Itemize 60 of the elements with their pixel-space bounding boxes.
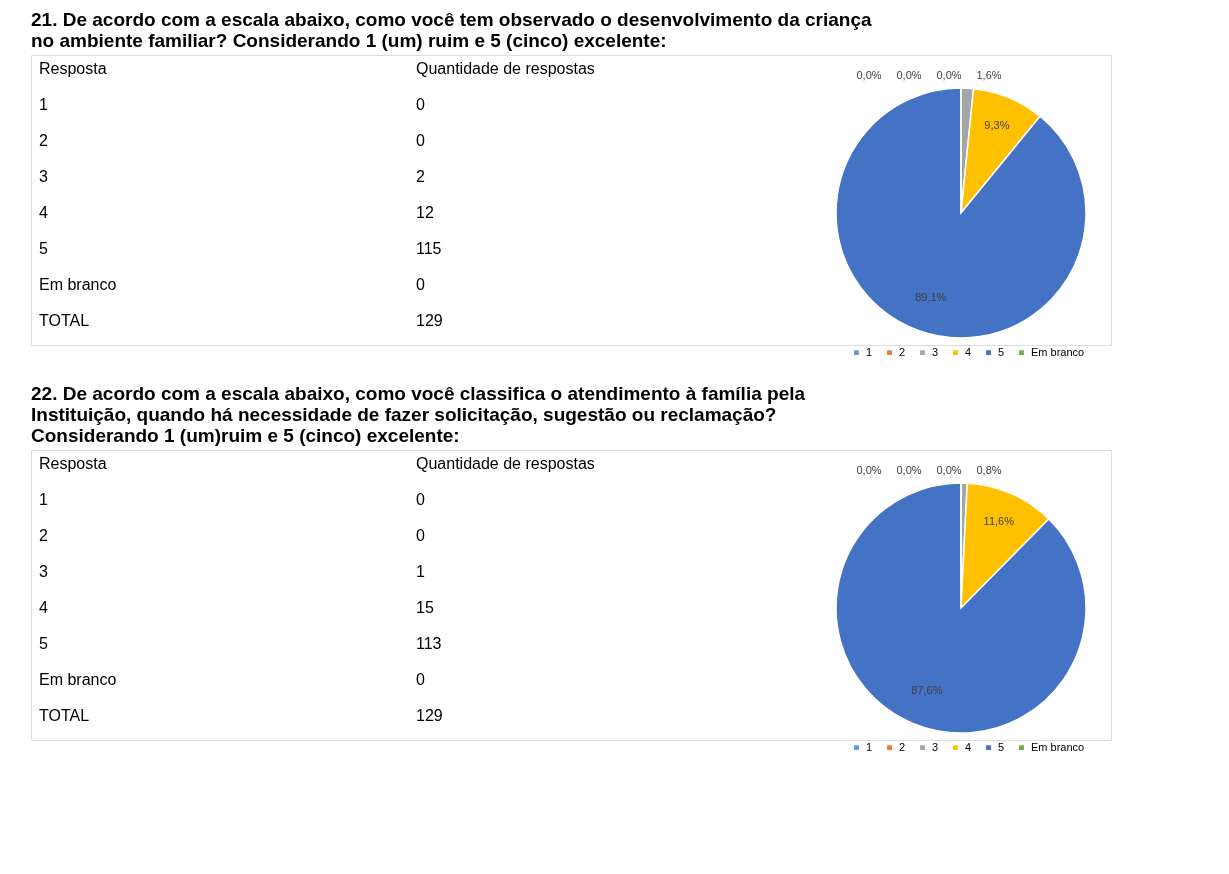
legend-label: 5 [998, 345, 1005, 358]
legend-label: 3 [932, 740, 939, 753]
legend-label: Em branco [1031, 740, 1085, 753]
text: 22. De acordo com a escala abaixo, como você classifica o atendimento à família pela Instituição, quando há necessidade de fazer solicitação, sugestão ou reclamação? Considerando 1 (um)ruim e 5 (cinco) excelente: [31, 383, 806, 446]
text: 12 [416, 204, 434, 221]
pie-slice [835, 87, 1087, 339]
text: TOTAL [39, 707, 90, 724]
pie-slice [835, 482, 1087, 734]
text: 21. De acordo com a escala abaixo, como você tem observado o desenvolvimento da criança no ambiente familiar? Considerando 1 (um) ruim e 5 (cinco) excelente: [31, 9, 872, 51]
text: 0,0% [856, 464, 882, 476]
data-label: 11,6% [983, 515, 1015, 528]
text: 0 [416, 132, 425, 149]
text: 0 [416, 671, 425, 688]
data-label: 87,6% [911, 684, 943, 697]
legend-label: 4 [965, 345, 972, 358]
category-label: 1 [39, 96, 48, 113]
text: Resposta [39, 455, 107, 472]
text: 0 [416, 527, 425, 544]
category-label: 4 [39, 204, 48, 221]
category-label: 2 [39, 527, 48, 544]
text: TOTAL [39, 312, 90, 329]
category-label: Em branco [39, 276, 117, 293]
text: 1 [416, 563, 425, 580]
legend-label: 1 [866, 345, 873, 358]
text: 1 [39, 491, 48, 508]
text: Resposta [39, 60, 107, 77]
text: 15 [416, 599, 434, 616]
text: 0,0% [856, 69, 882, 81]
category-label: 3 [39, 168, 48, 185]
category-label: Em branco [39, 671, 117, 688]
text: 115 [416, 240, 442, 257]
text: 0 [416, 96, 425, 113]
text: 113 [416, 635, 442, 652]
text: 2 [416, 168, 425, 185]
text: Quantidade de respostas [416, 60, 595, 77]
category-label: 3 [39, 563, 48, 580]
text: 0 [416, 491, 425, 508]
legend-label: 2 [899, 740, 906, 753]
category-label: 5 [39, 635, 48, 652]
category-label: 2 [39, 132, 48, 149]
legend-label: 2 [899, 345, 906, 358]
text: Quantidade de respostas [416, 455, 595, 472]
text: 0 [416, 276, 425, 293]
legend-label: 4 [965, 740, 972, 753]
category-label: 5 [39, 240, 48, 257]
text: 0,0% [896, 69, 922, 81]
text: 0,0% [896, 464, 922, 476]
data-label: 1,6% [976, 69, 1002, 81]
legend-label: Em branco [1031, 345, 1085, 358]
data-label: 0,8% [976, 464, 1002, 476]
legend-label: 3 [932, 345, 939, 358]
text: 0,0% [936, 464, 962, 476]
text: 0,0% [936, 69, 962, 81]
legend-label: 5 [998, 740, 1005, 753]
data-label: 89,1% [915, 290, 947, 303]
category-label: 4 [39, 599, 48, 616]
legend-label: 1 [866, 740, 873, 753]
data-label: 9,3% [984, 119, 1010, 132]
text: 129 [416, 707, 443, 724]
text: 129 [416, 312, 443, 329]
